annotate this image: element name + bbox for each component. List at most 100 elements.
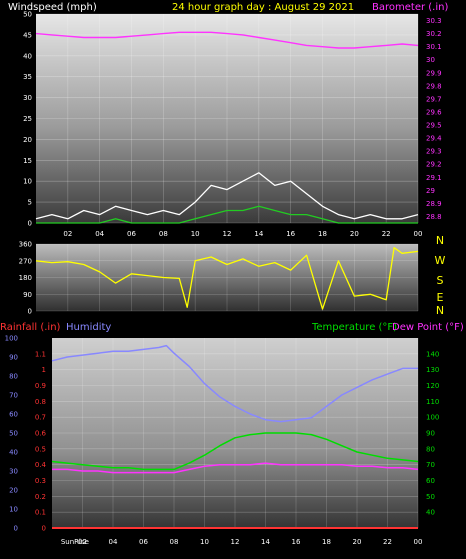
humidity-tick-label: 90	[9, 354, 18, 362]
rainfall-tick-label: 0.5	[35, 445, 46, 453]
humidity-tick-label: 0	[14, 525, 18, 533]
chart-title: 24 hour graph day : August 29 2021	[172, 2, 354, 13]
rainfall-tick-label: 0.9	[35, 382, 46, 390]
barometer-tick-label: 29.9	[426, 69, 442, 77]
bottom-hour-tick-label: 16	[292, 538, 301, 546]
bottom-panel-background	[52, 338, 418, 528]
rainfall-axis-label: Rainfall (.in)	[0, 322, 61, 333]
wind-direction-panel-background	[36, 244, 418, 311]
windspeed-tick-label: 25	[23, 115, 32, 123]
barometer-tick-label: 29.3	[426, 148, 442, 156]
hour-tick-label: 08	[159, 230, 168, 238]
compass-label: E	[437, 291, 444, 304]
barometer-tick-label: 29.8	[426, 82, 442, 90]
barometer-tick-label: 29.7	[426, 95, 442, 103]
bottom-hour-tick-label: 20	[353, 538, 362, 546]
temperature-tick-label: 110	[426, 398, 439, 406]
bottom-hour-tick-label: 00	[414, 538, 423, 546]
temperature-tick-label: 100	[426, 414, 439, 422]
hour-tick-label: 14	[254, 230, 263, 238]
sunrise-label: SunRise	[61, 538, 89, 546]
compass-label: W	[435, 254, 446, 267]
wind-direction-tick-label: 360	[19, 241, 32, 249]
temperature-tick-label: 80	[426, 445, 435, 453]
rainfall-tick-label: 0.2	[35, 493, 46, 501]
bottom-hour-tick-label: 10	[200, 538, 209, 546]
barometer-tick-label: 30	[426, 56, 435, 64]
bottom-hour-tick-label: 06	[139, 538, 148, 546]
rainfall-tick-label: 0.4	[35, 461, 47, 469]
hour-tick-label: 04	[95, 230, 104, 238]
barometer-tick-label: 29.5	[426, 122, 442, 130]
top-panel-background	[36, 14, 418, 223]
dewpoint-axis-label: Dew Point (°F)	[392, 322, 464, 333]
windspeed-tick-label: 40	[23, 52, 32, 60]
compass-label: N	[436, 304, 444, 317]
wind-average-line	[36, 205, 418, 224]
hour-tick-label: 02	[63, 230, 72, 238]
temperature-line	[51, 432, 419, 471]
barometer-tick-label: 30.1	[426, 43, 442, 51]
marks-layer	[35, 31, 419, 529]
humidity-tick-label: 50	[9, 430, 18, 438]
windspeed-tick-label: 50	[23, 11, 32, 19]
compass-label: S	[437, 274, 444, 287]
ticks-layer: 0510152025303540455028.828.92929.129.229…	[5, 11, 446, 547]
humidity-line	[51, 344, 418, 423]
hour-tick-label: 16	[286, 230, 295, 238]
barometer-tick-label: 29.6	[426, 108, 442, 116]
rainfall-tick-label: 0.8	[35, 398, 46, 406]
humidity-tick-label: 100	[5, 335, 18, 343]
barometer-tick-label: 28.9	[426, 200, 442, 208]
bottom-hour-tick-label: 02	[78, 538, 87, 546]
barometer-axis-label: Barometer (.in)	[372, 2, 448, 13]
barometer-tick-label: 29.2	[426, 161, 442, 169]
wind-direction-tick-label: 180	[19, 274, 32, 282]
hour-tick-label: 00	[414, 230, 423, 238]
barometer-tick-label: 29	[426, 187, 435, 195]
hour-tick-label: 10	[191, 230, 200, 238]
wind-direction-tick-label: 0	[28, 308, 32, 316]
windspeed-tick-label: 20	[23, 136, 32, 144]
windspeed-tick-label: 10	[23, 178, 32, 186]
rainfall-tick-label: 0.1	[35, 509, 46, 517]
humidity-tick-label: 20	[9, 487, 18, 495]
wind-direction-tick-label: 90	[23, 291, 32, 299]
temperature-tick-label: 50	[426, 493, 435, 501]
hour-tick-label: 06	[127, 230, 136, 238]
barometer-line	[35, 31, 419, 49]
rainfall-tick-label: 1	[42, 366, 46, 374]
rainfall-tick-label: 0.6	[35, 430, 47, 438]
bottom-hour-tick-label: 14	[261, 538, 270, 546]
windspeed-tick-label: 35	[23, 73, 32, 81]
temperature-tick-label: 40	[426, 509, 435, 517]
compass-label: N	[436, 234, 444, 247]
bottom-hour-tick-label: 12	[231, 538, 240, 546]
barometer-tick-label: 29.1	[426, 174, 442, 182]
rainfall-tick-label: 0.7	[35, 414, 46, 422]
humidity-axis-label: Humidity	[66, 322, 111, 333]
temperature-tick-label: 90	[426, 430, 435, 438]
temperature-tick-label: 70	[426, 461, 435, 469]
hour-tick-label: 18	[318, 230, 327, 238]
temperature-tick-label: 120	[426, 382, 439, 390]
windspeed-tick-label: 30	[23, 94, 32, 102]
humidity-tick-label: 30	[9, 468, 18, 476]
hour-tick-label: 22	[382, 230, 391, 238]
temperature-tick-label: 140	[426, 350, 439, 358]
windspeed-tick-label: 45	[23, 31, 32, 39]
bottom-hour-tick-label: 08	[170, 538, 179, 546]
hour-tick-label: 12	[223, 230, 232, 238]
windspeed-tick-label: 0	[28, 220, 32, 228]
barometer-tick-label: 28.8	[426, 213, 442, 221]
grid-layer	[36, 13, 419, 529]
temperature-tick-label: 130	[426, 366, 439, 374]
barometer-tick-label: 30.2	[426, 30, 442, 38]
wind-direction-tick-label: 270	[19, 257, 32, 265]
rainfall-tick-label: 0	[42, 525, 46, 533]
barometer-tick-label: 30.3	[426, 17, 442, 25]
humidity-tick-label: 40	[9, 449, 18, 457]
humidity-tick-label: 80	[9, 373, 18, 381]
